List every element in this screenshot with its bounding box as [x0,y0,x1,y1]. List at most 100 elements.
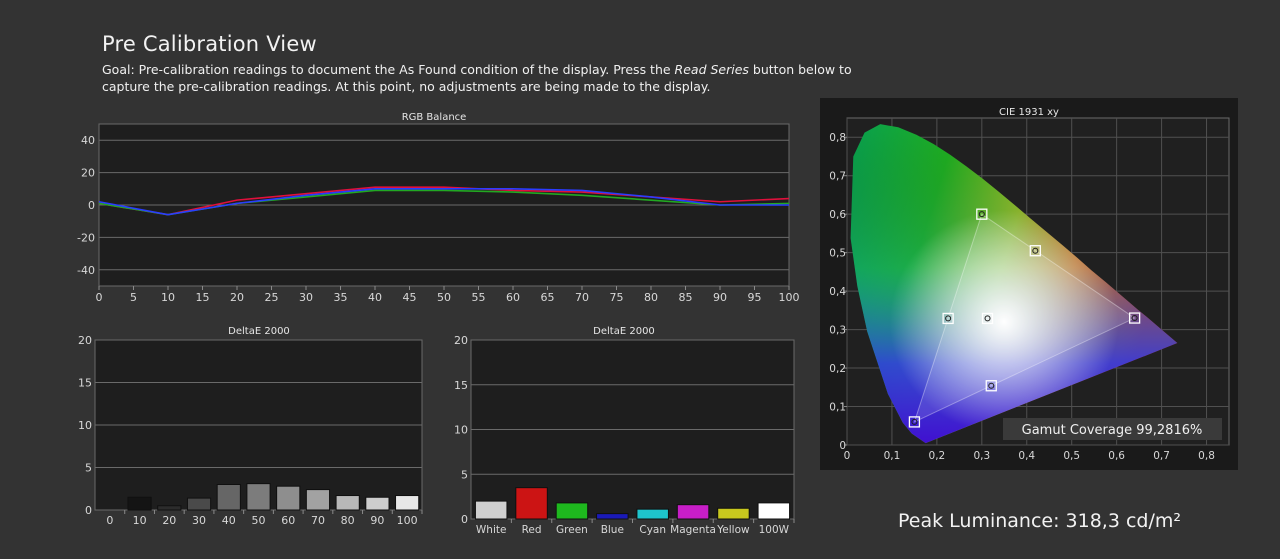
cie-measured-point [978,211,985,218]
rgb-balance-title: RGB Balance [402,112,467,123]
rgb-x-tick-label: 10 [161,291,175,304]
cie-y-tick-label: 0,7 [829,171,846,183]
cie-measured-point [1131,315,1138,322]
rgb-balance-chart: RGB Balance 40 20 0 -20 -40 0 5 10 15 20 25 30 35 40 4… [60,106,810,306]
cie-y-tick-label: 0,2 [829,363,846,375]
rgb-y-tick-label: 20 [81,167,95,180]
rgb-y-tick-label: -20 [77,231,95,244]
deltae-color-bar [474,500,508,520]
rgb-y-tick-label: -40 [77,264,95,277]
rgb-y-tick-label: 0 [88,199,95,212]
cie-measured-point [984,315,991,322]
deltae-grayscale-chart: DeltaE 2000 20 15 10 5 0 0 10 20 30 40 50 60 70 80 90 1… [60,322,430,527]
cie-chart: CIE 1931 xy 0,8 0,7 0,6 0,5 0,4 0,3 0,2 0,1 0 0 0,… [820,98,1238,470]
cie-x-tick-label: 0,6 [1108,450,1125,462]
cie-measured-point [911,418,918,425]
deltae-grayscale-bar [216,484,241,511]
rgb-x-tick-label: 0 [96,291,103,304]
deltae-grayscale-bar [305,489,331,511]
rgb-x-tick-label: 30 [299,291,313,304]
cie-spectral-locus [850,124,1178,444]
rgb-x-tick-label: 65 [541,291,555,304]
cie-gamut-polygon [913,213,1136,423]
cie-axis-ticks: 0,8 0,7 0,6 0,5 0,4 0,3 0,2 0,1 00 0,1 0,2 0,3 0,4 0,… [829,132,1215,462]
cie-y-tick-label: 0,6 [829,209,846,221]
deltae-color-bar [676,504,710,520]
deltae-color-x-tick-label: Cyan [639,524,666,536]
cie-target-marker [942,312,954,325]
gamut-coverage-box [1003,418,1222,440]
deltae-color-y-tick-label: 0 [461,513,468,526]
deltae-color-y-tick-label: 10 [454,424,468,437]
cie-target-marker [1029,245,1041,257]
deltae-color-y-tick-label: 20 [454,334,468,347]
rgb-x-tick-label: 70 [575,291,589,304]
rgb-x-tick-label: 85 [679,291,693,304]
deltae-color-x-tick-label: White [476,524,507,536]
rgb-x-tick-label: 80 [644,291,658,304]
deltae-color-bar [717,507,750,520]
cie-measured-point [1032,247,1039,254]
deltae-color-x-tick-label: Green [556,524,588,536]
goal-text-start: Goal: Pre-calibration readings to docume… [102,62,675,77]
rgb-x-tick-label: 60 [506,291,520,304]
deltae-color-bar [636,508,669,520]
deltae-grayscale-y-tick-label: 20 [78,334,92,347]
cie-x-tick-label: 0,8 [1198,450,1215,462]
deltae-grayscale-x-tick-label: 20 [162,514,176,527]
cie-x-tick-label: 0,3 [973,450,990,462]
deltae-color-y-tick-label: 15 [454,379,468,392]
deltae-color-chart: DeltaE 2000 20 15 10 5 0 White Red Green Blue Cya… [430,322,810,537]
deltae-grayscale-bar [127,496,152,511]
deltae-color-bar [596,513,629,520]
gamut-coverage-text: Gamut Coverage 99,2816% [1022,423,1203,438]
cie-target-marker [976,208,988,220]
rgb-x-tick-label: 35 [334,291,348,304]
read-series-emphasis: Read Series [674,62,749,77]
rgb-x-tick-label: 40 [368,291,382,304]
cie-y-tick-label: 0 [839,440,846,452]
deltae-grayscale-bar [186,497,212,511]
deltae-color-x-tick-label: Magenta [670,524,716,536]
goal-text-end: button below to capture the pre-calibrat… [102,62,852,94]
deltae-grayscale-x-tick-label: 0 [106,514,113,527]
deltae-color-x-tick-label: Yellow [716,524,750,536]
deltae-color-bar [757,502,791,520]
rgb-x-tick-label: 90 [713,291,727,304]
deltae-color-x-tick-label: Red [522,524,542,536]
cie-locus-white-glow [850,124,1178,444]
rgb-series-line-2 [98,188,789,216]
deltae-color-bar [515,487,548,520]
rgb-x-tick-label: 50 [437,291,451,304]
cie-title: CIE 1931 xy [999,107,1059,118]
cie-target-marker [981,312,994,325]
rgb-x-tick-label: 95 [748,291,762,304]
rgb-x-tick-label: 20 [230,291,244,304]
cie-y-tick-label: 0,4 [829,286,846,298]
cie-svg: CIE 1931 xy 0,8 0,7 0,6 0,5 0,4 0,3 0,2 0,1 00 0,… [829,107,1230,462]
cie-y-tick-label: 0,1 [829,402,846,414]
deltae-color-y-tick-label: 5 [461,468,468,481]
cie-x-tick-label: 0,7 [1153,450,1170,462]
deltae-grayscale-y-tick-label: 0 [85,504,92,517]
deltae-color-title: DeltaE 2000 [593,326,655,337]
cie-x-tick-label: 0,5 [1063,450,1080,462]
deltae-grayscale-x-tick-label: 10 [133,514,147,527]
deltae-grayscale-y-tick-label: 15 [78,377,92,390]
cie-measured-point [945,315,952,322]
rgb-x-tick-label: 55 [472,291,486,304]
cie-target-marker [1128,312,1141,324]
deltae-grayscale-x-tick-label: 50 [252,514,266,527]
cie-x-tick-label: 0 [844,450,851,462]
rgb-x-tick-label: 5 [130,291,137,304]
deltae-grayscale-bar [365,496,390,511]
rgb-x-tick-label: 100 [779,291,800,304]
deltae-grayscale-x-tick-label: 60 [281,514,295,527]
deltae-grayscale-y-tick-label: 10 [78,419,92,432]
deltae-grayscale-x-tick-label: 100 [397,514,418,527]
cie-measured-point [988,382,995,389]
rgb-y-tick-label: 40 [81,134,95,147]
deltae-color-bar [555,502,589,520]
cie-x-tick-label: 0,2 [929,450,946,462]
